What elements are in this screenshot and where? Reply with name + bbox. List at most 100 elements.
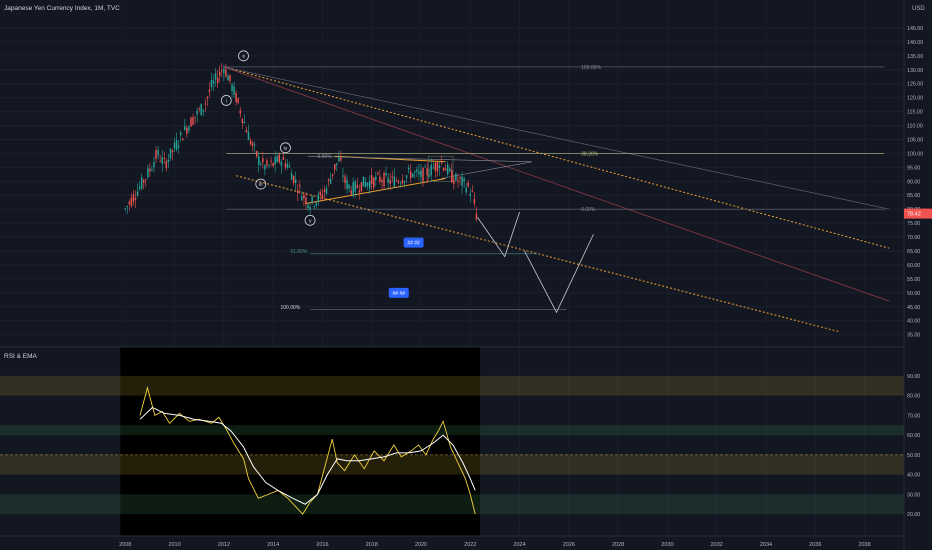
tag-label: ## ## xyxy=(393,291,406,297)
candle-body xyxy=(216,78,219,84)
x-tick-label: 2018 xyxy=(366,542,378,548)
rsi-tick-label: 40.00 xyxy=(907,473,920,479)
y-tick-label: 75.00 xyxy=(907,221,920,227)
candle-body xyxy=(147,168,149,178)
candle-body xyxy=(430,164,432,176)
triangle-outline xyxy=(307,155,532,179)
candle-body xyxy=(225,69,227,77)
candle-body xyxy=(188,126,190,131)
rsi-zone xyxy=(0,454,904,475)
x-tick-label: 2036 xyxy=(809,542,821,548)
tag-box xyxy=(403,237,424,248)
candle-body xyxy=(311,196,313,203)
candle-body xyxy=(161,157,163,165)
candle-body xyxy=(391,176,393,178)
wave-circle xyxy=(238,50,249,62)
rsi-zone xyxy=(0,494,904,515)
candle-body xyxy=(475,213,478,220)
candle-body xyxy=(260,163,262,165)
candle-body xyxy=(184,125,186,131)
candle-body xyxy=(299,184,301,187)
candle-body xyxy=(165,161,168,169)
y-tick-label: 70.00 xyxy=(907,235,920,241)
candle-body xyxy=(440,161,443,163)
candle-body xyxy=(223,68,225,74)
candle-body xyxy=(471,190,474,192)
candle-body xyxy=(303,194,305,199)
rsi-tick-label: 60.00 xyxy=(907,433,920,439)
candle-body xyxy=(319,191,322,195)
candle-body xyxy=(313,206,315,208)
fib-label: 38.20% xyxy=(581,151,599,157)
candle-body xyxy=(366,182,369,186)
x-tick-label: 2034 xyxy=(760,542,772,548)
candle-body xyxy=(206,96,209,99)
rsi-panel[interactable] xyxy=(0,347,904,536)
candle-body xyxy=(453,179,455,185)
rsi-tick-label: 30.00 xyxy=(907,492,920,498)
candle-body xyxy=(403,181,406,183)
candle-body xyxy=(412,173,414,177)
candle-body xyxy=(294,179,297,184)
rsi-tick-label: 20.00 xyxy=(907,512,920,518)
candle-body xyxy=(327,179,330,181)
channel-upper xyxy=(223,66,890,249)
y-tick-label: 35.00 xyxy=(907,333,920,339)
channel-lines xyxy=(223,66,890,333)
y-tick-label: 45.00 xyxy=(907,305,920,311)
x-tick-label: 2008 xyxy=(119,542,131,548)
candle-body xyxy=(221,70,223,72)
candle-body xyxy=(278,154,280,163)
candle-body xyxy=(204,103,207,105)
y-tick-label: 120.00 xyxy=(907,96,923,102)
candle-body xyxy=(416,169,418,172)
projection-path xyxy=(524,234,594,314)
candle-body xyxy=(438,165,441,169)
price-badge xyxy=(904,208,932,219)
candle-body xyxy=(262,158,264,163)
y-tick-label: 90.00 xyxy=(907,179,920,185)
candle-body xyxy=(315,202,317,206)
candle-body xyxy=(138,186,141,189)
wave-circle xyxy=(280,142,291,154)
candle-body xyxy=(194,116,196,118)
candle-body xyxy=(219,71,221,76)
candle-body xyxy=(214,73,217,80)
x-tick-label: 2010 xyxy=(168,542,180,548)
candle-body xyxy=(149,168,151,172)
currency-label[interactable]: USD xyxy=(912,6,925,12)
candle-body xyxy=(274,157,276,165)
candle-body xyxy=(444,168,447,171)
candle-body xyxy=(385,173,387,176)
candle-body xyxy=(451,170,453,183)
candle-body xyxy=(301,196,303,201)
channel-mid xyxy=(223,66,890,302)
candle-body xyxy=(175,140,178,150)
candle-body xyxy=(436,162,439,172)
candle-body xyxy=(227,75,229,81)
x-tick-label: 2012 xyxy=(218,542,230,548)
candle-body xyxy=(159,161,161,162)
candle-body xyxy=(375,176,377,181)
tag-label: ## ## xyxy=(407,241,420,247)
candle-body xyxy=(469,193,471,197)
x-tick-label: 2030 xyxy=(661,542,673,548)
candle-body xyxy=(167,159,170,163)
rsi-zone xyxy=(0,425,904,436)
candle-body xyxy=(395,180,398,182)
candle-body xyxy=(461,176,463,186)
y-tick-label: 105.00 xyxy=(907,137,923,143)
candle-body xyxy=(169,148,172,159)
candle-body xyxy=(358,190,361,193)
candle-body xyxy=(171,150,174,153)
chart-title: Japanese Yen Currency Index, 1M, TVC xyxy=(4,5,120,12)
fib-label: 61.80% xyxy=(290,249,308,255)
annotations: iiiiviiiv100.00%38.20%0.00%0.00%61.80%10… xyxy=(220,50,601,311)
candle-body xyxy=(182,138,184,141)
candle-body xyxy=(428,175,430,177)
candle-body xyxy=(432,167,435,169)
candle-body xyxy=(237,98,239,103)
candles[interactable] xyxy=(124,63,478,222)
y-tick-label: 65.00 xyxy=(907,249,920,255)
